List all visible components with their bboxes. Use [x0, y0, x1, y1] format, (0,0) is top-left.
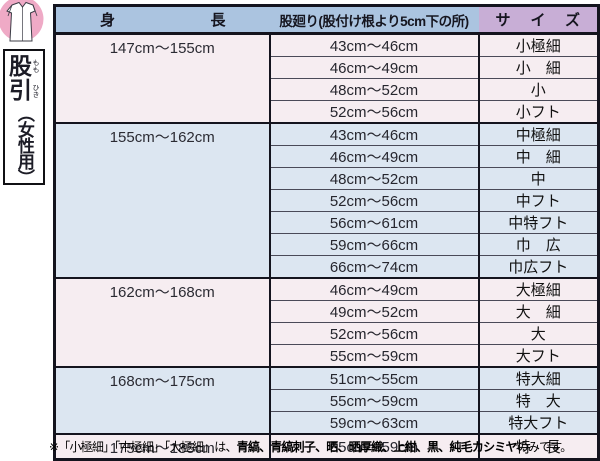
size-cell: 中 細	[477, 145, 599, 168]
size-cell: 大極細	[477, 277, 599, 301]
size-cell: 巾広フト	[477, 255, 599, 278]
height-cell: 175cm～185cm	[54, 433, 270, 460]
height-cell: 168cm～175cm	[54, 366, 270, 434]
table-row: 46cm～49cm 小 細	[55, 56, 599, 79]
table-row: 59cm～63cm 特大フト	[55, 411, 599, 434]
size-cell: 小 細	[477, 56, 599, 79]
size-cell: 特大細	[477, 366, 599, 390]
size-table: 身長 股廻り(股付け根より5cm下の所) サイズ 147cm～155cm 43cm…	[53, 4, 600, 461]
height-cell: 162cm～168cm	[54, 277, 270, 367]
table-row: 168cm～175cm 51cm～55cm 特大細	[54, 366, 599, 434]
size-cell: 大	[477, 322, 599, 345]
table-row: 48cm～52cm 小	[55, 78, 599, 101]
title-furigana: ひき	[32, 83, 39, 98]
girth-cell: 52cm～56cm	[268, 189, 479, 212]
size-cell: 大フト	[477, 344, 599, 367]
footnote-suffix: のみです。	[516, 440, 573, 454]
title-kanji: 引	[9, 77, 32, 104]
table-row: 46cm～49cm 中 細	[55, 145, 599, 168]
size-cell: 特 長	[477, 433, 599, 460]
size-cell: 中フト	[477, 189, 599, 212]
table-row: 175cm～185cm 55cm～59cm 特 長	[54, 433, 599, 460]
title-subtitle: （女性用）	[14, 104, 34, 185]
girth-cell: 46cm～49cm	[268, 277, 479, 301]
girth-cell: 51cm～55cm	[268, 366, 479, 390]
girth-cell: 49cm～52cm	[268, 300, 479, 323]
table-body: 147cm～155cm 43cm～46cm 小極細 46cm～49cm 小 細 48cm～…	[54, 32, 599, 460]
size-cell: 小	[477, 78, 599, 101]
header-height: 身長	[54, 5, 270, 35]
table-header-row: 身長 股廻り(股付け根より5cm下の所) サイズ	[54, 5, 599, 35]
girth-cell: 52cm～56cm	[268, 322, 479, 345]
girth-cell: 55cm～59cm	[268, 433, 479, 460]
girth-cell: 48cm～52cm	[268, 78, 479, 101]
table-row: 52cm～56cm 小フト	[55, 100, 599, 123]
table-row: 48cm～52cm 中	[55, 167, 599, 190]
girth-cell: 46cm～49cm	[268, 145, 479, 168]
footnote-prefix: ※「小極細」「中極細」「大極細」は、	[49, 440, 237, 454]
girth-cell: 59cm～66cm	[268, 233, 479, 256]
table-row: 49cm～52cm 大 細	[55, 300, 599, 323]
size-cell: 小極細	[477, 32, 599, 57]
girth-cell: 43cm～46cm	[268, 122, 479, 146]
product-title-box: 股 もも 引 ひき （女性用）	[3, 49, 45, 185]
title-kanji: 股	[9, 52, 32, 79]
title-furigana: もも	[32, 59, 39, 74]
table-row: 66cm～74cm 巾広フト	[55, 255, 599, 278]
girth-cell: 52cm～56cm	[268, 100, 479, 123]
table-row: 52cm～56cm 大	[55, 322, 599, 345]
momohiki-icon	[0, 0, 46, 45]
footnote: ※「小極細」「中極細」「大極細」は、青縞、青縞刺子、晒、晒厚織、上紺、黒、純毛カ…	[49, 438, 597, 455]
girth-cell: 43cm～46cm	[268, 32, 479, 57]
height-cell: 155cm～162cm	[54, 122, 270, 278]
table-row: 155cm～162cm 43cm～46cm 中極細	[54, 122, 599, 278]
size-cell: 大 細	[477, 300, 599, 323]
size-cell: 中	[477, 167, 599, 190]
size-cell: 小フト	[477, 100, 599, 123]
header-girth: 股廻り(股付け根より5cm下の所)	[269, 5, 479, 35]
footnote-materials: 青縞、青縞刺子、晒、晒厚織、上紺、黒、純毛カシミヤ	[236, 440, 518, 454]
girth-cell: 59cm～63cm	[268, 411, 479, 434]
table-row: 59cm～66cm 巾 広	[55, 233, 599, 256]
girth-cell: 66cm～74cm	[268, 255, 479, 278]
girth-cell: 55cm～59cm	[268, 344, 479, 367]
girth-cell: 46cm～49cm	[268, 56, 479, 79]
height-cell: 147cm～155cm	[54, 32, 270, 123]
girth-cell: 56cm～61cm	[268, 211, 479, 234]
table-row: 162cm～168cm 46cm～49cm 大極細	[54, 277, 599, 367]
table-row: 56cm～61cm 中特フト	[55, 211, 599, 234]
size-cell: 巾 広	[477, 233, 599, 256]
title-kanji-row: 引 ひき	[9, 78, 39, 102]
table-row: 147cm～155cm 43cm～46cm 小極細	[54, 32, 599, 123]
header-size: サイズ	[478, 5, 599, 35]
table-row: 55cm～59cm 大フト	[55, 344, 599, 367]
size-cell: 特大フト	[477, 411, 599, 434]
title-kanji-row: 股 もも	[9, 54, 39, 78]
size-cell: 中特フト	[477, 211, 599, 234]
size-cell: 特 大	[477, 389, 599, 412]
size-cell: 中極細	[477, 122, 599, 146]
girth-cell: 48cm～52cm	[268, 167, 479, 190]
table-row: 52cm～56cm 中フト	[55, 189, 599, 212]
girth-cell: 55cm～59cm	[268, 389, 479, 412]
table-row: 55cm～59cm 特 大	[55, 389, 599, 412]
